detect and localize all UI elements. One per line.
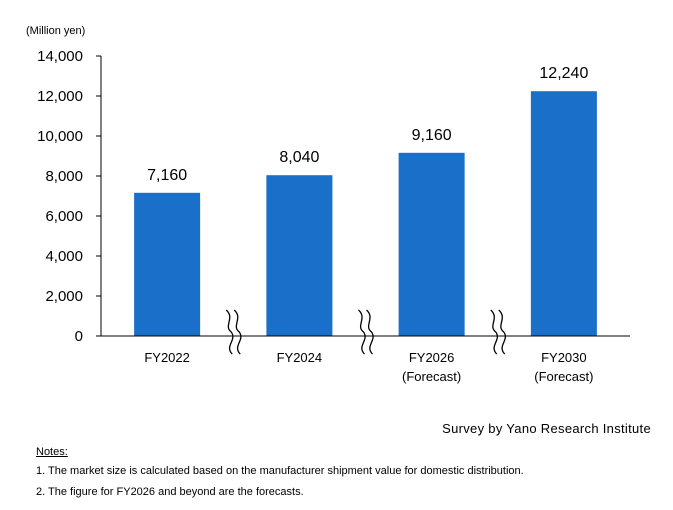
note-1: 1. The market size is calculated based o… <box>36 465 524 477</box>
break-mark <box>489 309 506 355</box>
source-credit: Survey by Yano Research Institute <box>442 421 651 436</box>
bar <box>134 192 201 336</box>
y-axis-ticks: 0 2,000 4,000 6,000 8,000 10,000 12,000 14,000 <box>37 48 101 345</box>
y-tick-label: 10,000 <box>37 128 83 145</box>
x-axis-categories: FY2022 FY2024 FY2026 (Forecast) FY2030 (Forec… <box>144 350 593 384</box>
note-2: 2. The figure for FY2026 and beyond are … <box>36 486 304 498</box>
y-tick-label: 8,000 <box>45 168 83 185</box>
data-label: 8,040 <box>279 149 319 166</box>
break-mark <box>357 309 374 355</box>
x-category-label: FY2026 <box>409 350 455 365</box>
bar-chart: 02,0004,0006,0008,00010,00012,00014,000 … <box>37 48 630 384</box>
data-label: 9,160 <box>412 127 452 144</box>
x-category-label: FY2030 <box>541 350 587 365</box>
bar <box>266 175 333 336</box>
x-category-sublabel: (Forecast) <box>534 369 593 384</box>
data-labels: 7,160 8,040 9,160 12,240 <box>147 65 588 184</box>
data-label: 7,160 <box>147 167 187 184</box>
axis-break-marks <box>225 309 506 355</box>
bar <box>530 91 597 336</box>
y-tick-label: 0 <box>75 328 83 345</box>
notes-title: Notes: <box>36 446 68 458</box>
y-tick-label: 14,000 <box>37 48 83 65</box>
y-tick-label: 2,000 <box>45 288 83 305</box>
x-category-sublabel: (Forecast) <box>402 369 461 384</box>
y-tick-label: 12,000 <box>37 88 83 105</box>
y-tick-label: 4,000 <box>45 248 83 265</box>
y-tick-label: 6,000 <box>45 208 83 225</box>
bar <box>398 152 465 336</box>
break-mark <box>225 309 242 355</box>
data-label: 12,240 <box>539 65 588 82</box>
bars <box>134 91 597 336</box>
x-category-label: FY2022 <box>144 350 190 365</box>
x-category-label: FY2024 <box>277 350 323 365</box>
y-axis-unit-label: (Million yen) <box>26 25 86 37</box>
